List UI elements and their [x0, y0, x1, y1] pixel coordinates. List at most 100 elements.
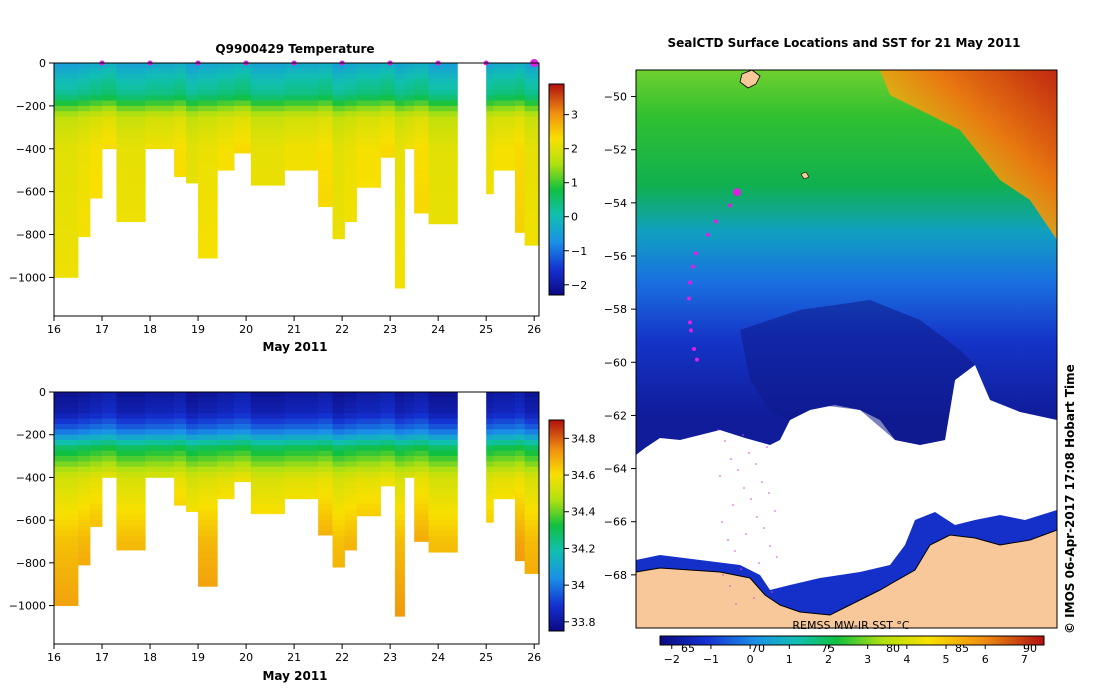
profile-cell: [318, 121, 333, 128]
profile-cell: [524, 541, 540, 548]
profile-cell: [493, 121, 516, 128]
seal-track: [687, 188, 778, 605]
profile-cell: [514, 504, 525, 510]
profile-cell: [250, 121, 285, 128]
profile-cell: [524, 84, 540, 91]
profile-cell: [78, 89, 91, 96]
profile-cell: [404, 127, 415, 134]
profile-cell: [380, 89, 396, 96]
profile-cell: [90, 424, 103, 430]
profile-cell: [394, 434, 405, 441]
profile-cell: [404, 424, 415, 430]
seal-track-point: [722, 574, 724, 576]
profile-cell: [514, 536, 525, 542]
y-tick-label: −800: [16, 557, 46, 570]
profile-cell: [54, 73, 79, 80]
profile-cell: [198, 73, 218, 80]
profile-cell: [54, 424, 79, 430]
seal-position: [695, 357, 699, 362]
profile-cell: [250, 434, 285, 441]
profile-cell: [250, 413, 285, 420]
profile-cell: [250, 63, 285, 69]
profile-cell: [380, 68, 396, 75]
profile-cell: [102, 456, 117, 462]
profile-cell: [234, 450, 252, 457]
profile-cell: [174, 440, 187, 446]
profile-cell: [217, 466, 235, 473]
profile-cell: [284, 111, 319, 118]
profile-cell: [284, 132, 319, 139]
profile-cell: [234, 127, 252, 134]
profile-cell: [198, 89, 218, 96]
profile-cell: [54, 116, 79, 123]
profile-cell: [414, 132, 429, 139]
profile-cell: [198, 138, 218, 144]
profile-cell: [102, 132, 117, 139]
profile-cell: [102, 472, 117, 478]
profile-cell: [428, 154, 458, 160]
profile-cell: [78, 121, 91, 128]
profile-cell: [174, 138, 187, 144]
profile-cell: [78, 197, 91, 203]
profile-cell: [234, 418, 252, 425]
profile-cell: [344, 127, 357, 134]
profile-cell: [524, 180, 540, 187]
profile-cell: [332, 397, 345, 404]
profile-cell: [78, 514, 91, 521]
sst-cold-patch: [740, 300, 975, 445]
profile-cell: [217, 461, 235, 468]
profile-cell: [284, 466, 319, 473]
profile-cell: [493, 138, 516, 144]
profile-cell: [394, 557, 405, 564]
profile-cell: [524, 111, 540, 118]
profile-cell: [344, 445, 357, 452]
profile-cell: [78, 434, 91, 441]
profile-cell: [524, 509, 540, 516]
x-tick-label: 23: [383, 323, 397, 336]
profile-cell: [78, 530, 91, 537]
profile-cell: [284, 392, 319, 398]
profile-cell: [250, 466, 285, 473]
profile-cell: [54, 498, 79, 505]
profile-cell: [54, 493, 79, 500]
lat-tick-label: −54: [604, 197, 627, 210]
profile-cell: [486, 397, 494, 404]
profile-cell: [486, 472, 494, 478]
x-tick-label: 18: [143, 323, 157, 336]
profile-cell: [186, 180, 199, 184]
profile-cell: [394, 472, 405, 478]
profile-cell: [318, 132, 333, 139]
profile-cell: [318, 154, 333, 160]
profile-cell: [90, 84, 103, 91]
profile-cell: [250, 180, 285, 186]
profile-cell: [174, 498, 187, 505]
profile-cell: [394, 207, 405, 214]
profile-cell: [318, 413, 333, 420]
profile-cell: [318, 202, 333, 208]
seal-track-point: [758, 562, 760, 564]
profile-cell: [186, 116, 199, 123]
profile-cell: [493, 68, 516, 75]
profile-cell: [394, 584, 405, 590]
profile-cell: [116, 111, 146, 118]
profile-cell: [332, 408, 345, 414]
profile-cell: [198, 132, 218, 139]
profile-cell: [186, 397, 199, 404]
profile-cell: [394, 493, 405, 500]
profile-cell: [145, 105, 175, 112]
profile-cell: [514, 186, 525, 193]
profile-cell: [250, 68, 285, 75]
profile-cell: [524, 127, 540, 134]
profile-cell: [428, 180, 458, 187]
profile-cell: [54, 191, 79, 198]
profile-cell: [78, 472, 91, 478]
profile-cell: [318, 95, 333, 101]
colorbar-tick-label: 34.4: [571, 506, 596, 519]
profile-cell: [404, 456, 415, 462]
profile-cell: [116, 68, 146, 75]
profile-cell: [198, 223, 218, 230]
profile-cell: [318, 450, 333, 457]
profile-cell: [414, 202, 429, 209]
profile-cell: [380, 445, 396, 452]
